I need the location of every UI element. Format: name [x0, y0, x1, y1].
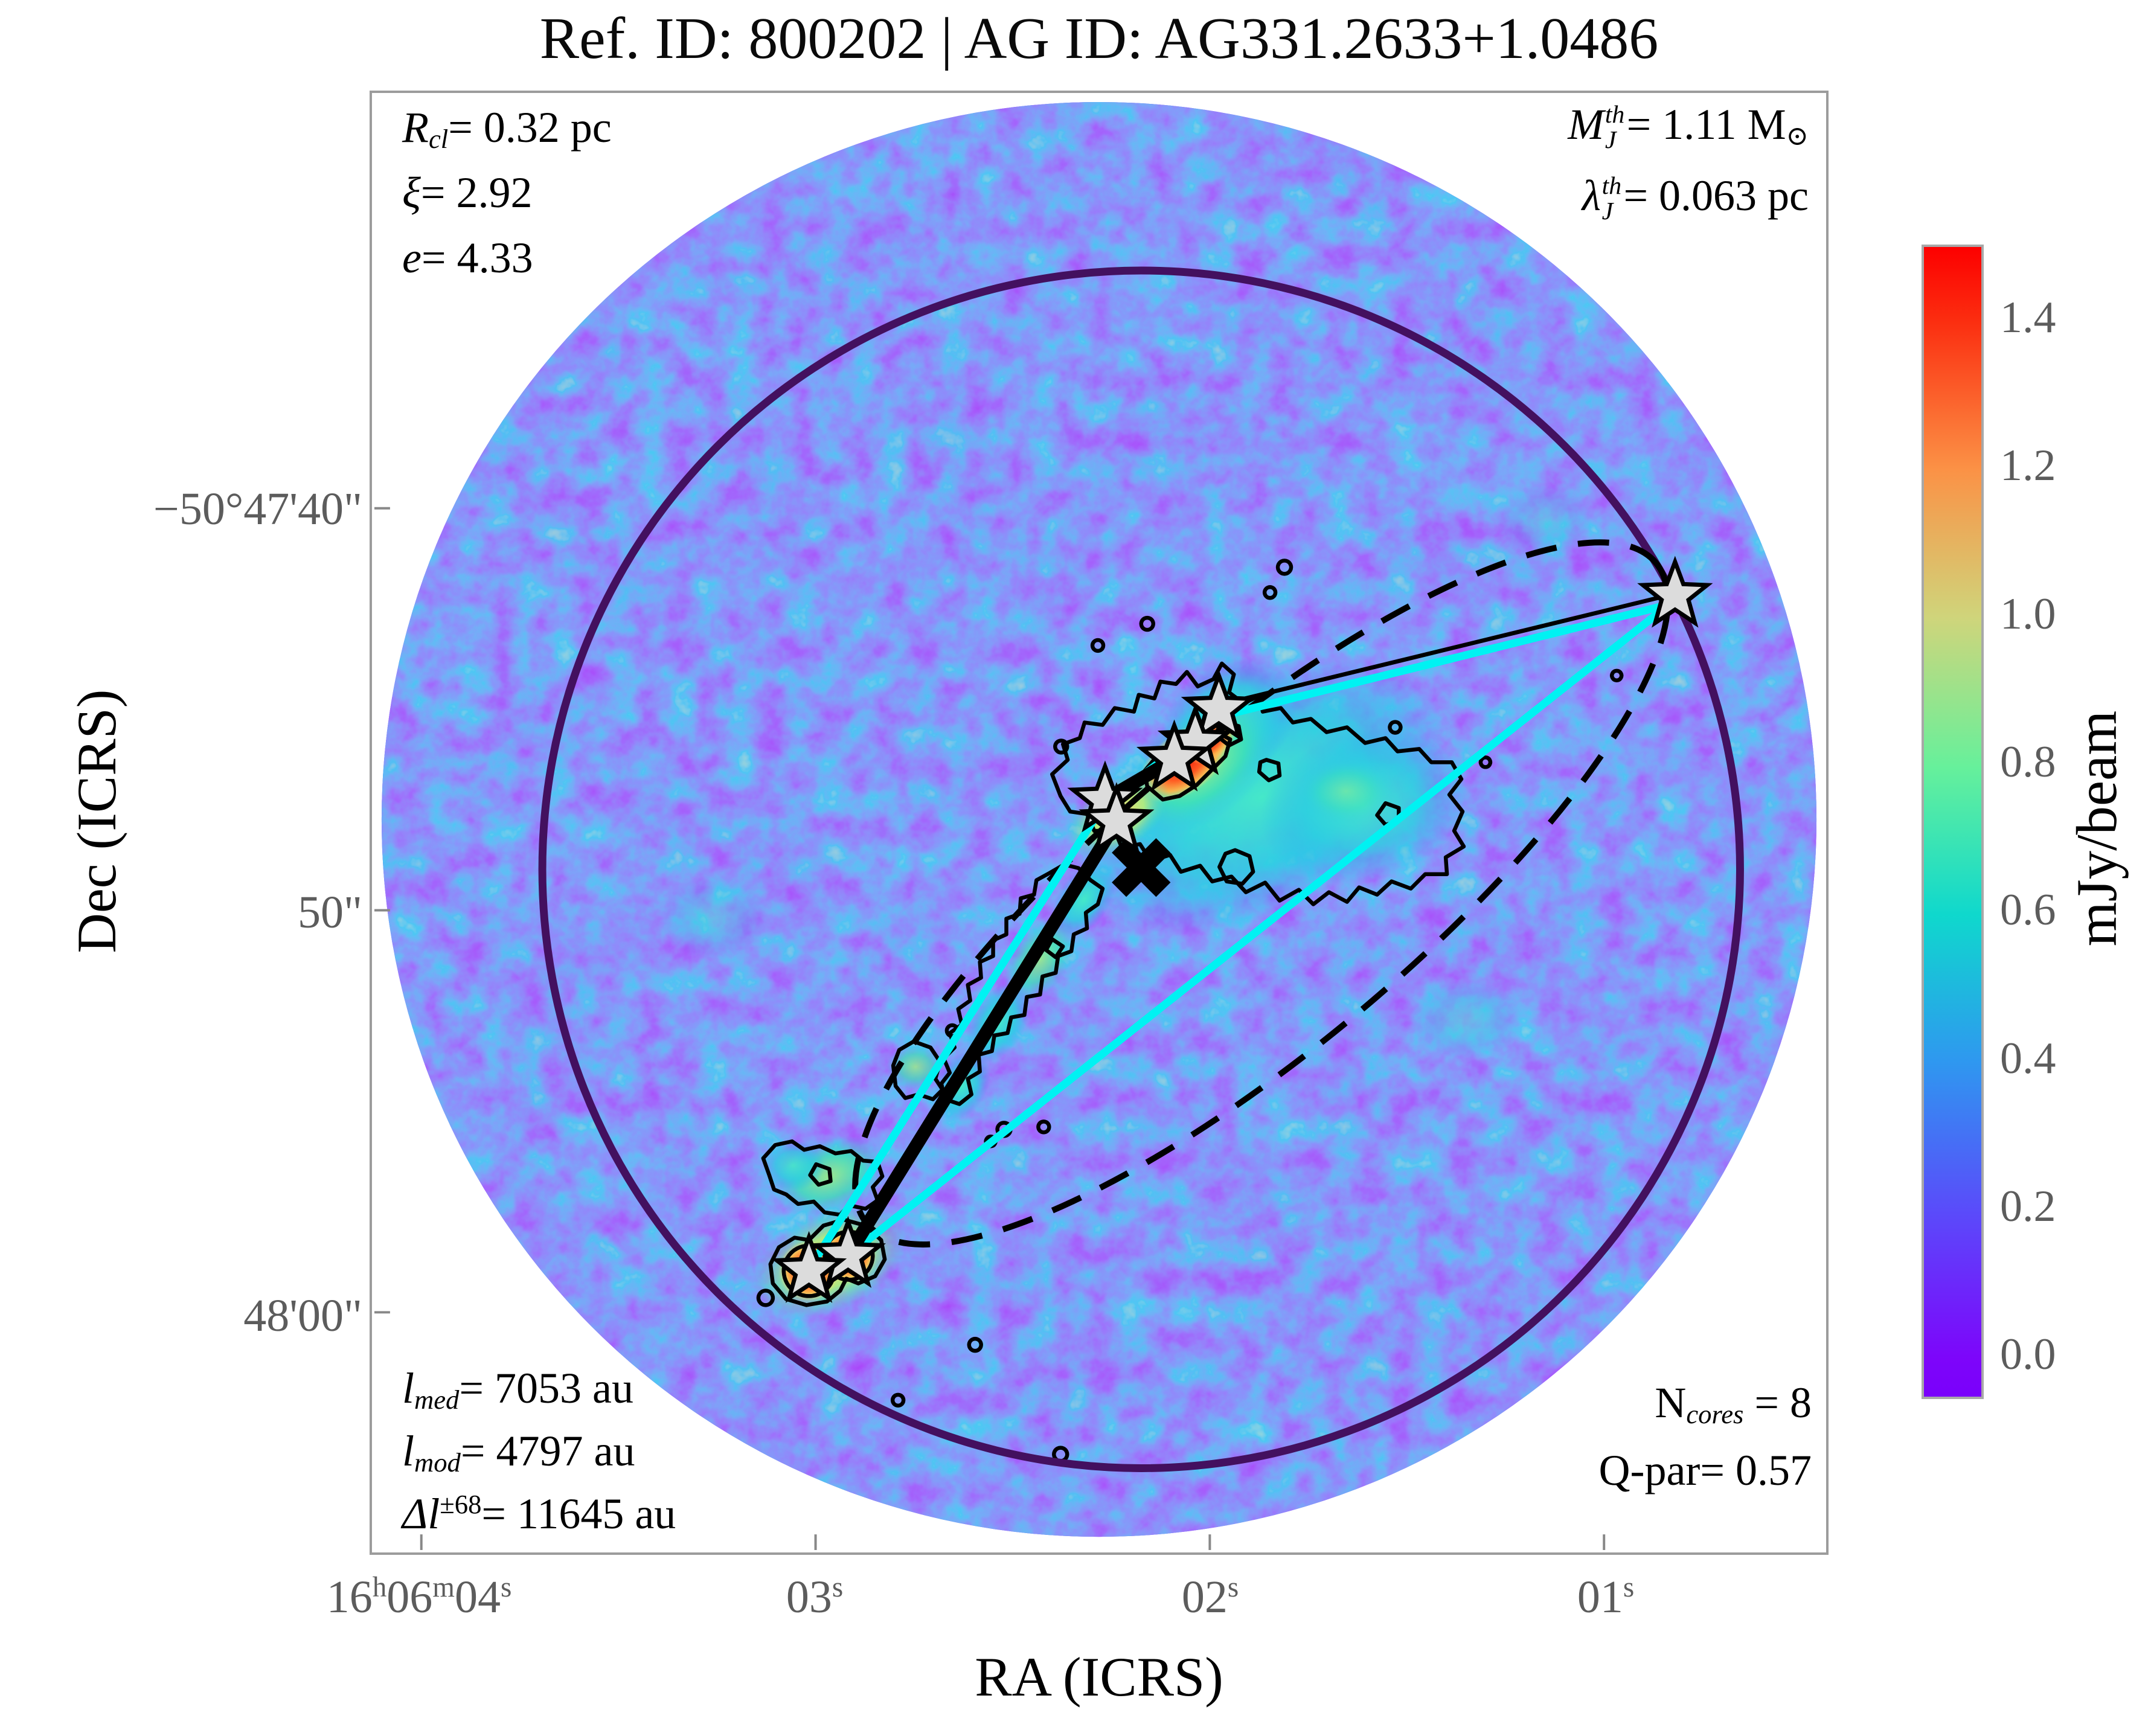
x-tick-01s: 01s [1577, 1572, 1635, 1622]
colorbar-tick-0.0: 0.0 [2000, 1330, 2056, 1380]
colorbar-label: mJy/beam [2065, 710, 2129, 947]
clump-center-cross [1112, 838, 1171, 897]
annotation-bottom-left: lmed= 7053 au lmod= 4797 au Δl±68= 11645… [402, 1363, 676, 1554]
x-tick-03s: 03s [786, 1572, 844, 1622]
page-title: Ref. ID: 800202 | AG ID: AG331.2633+1.04… [539, 6, 1659, 71]
x-tick-16h06m04s: 16h06m04s [326, 1572, 512, 1622]
annotation-top-left: Rcl= 0.32 pc ξ= 2.92 e= 4.33 [402, 103, 612, 298]
graph-overlay [538, 266, 1744, 1472]
x-axis-label: RA (ICRS) [975, 1646, 1223, 1708]
colorbar-tick-0.8: 0.8 [2000, 737, 2056, 787]
colorbar-tick-0.4: 0.4 [2000, 1033, 2056, 1083]
annotation-bottom-right: Ncores = 8 Q-par= 0.57 [1389, 1378, 1812, 1511]
y-tick-dec-50: 50" [297, 887, 362, 938]
annotation-lmed: lmed= 7053 au [402, 1364, 633, 1415]
colorbar-tick-0.6: 0.6 [2000, 885, 2056, 935]
colorbar-tick-1.0: 1.0 [2000, 589, 2056, 639]
y-tick-dec-47-40: −50°47'40" [153, 484, 362, 534]
colorbar[interactable] [1922, 245, 1984, 1399]
annotation-rcl: Rcl= 0.32 pc [402, 103, 612, 154]
colorbar-tick-1.2: 1.2 [2000, 441, 2056, 491]
annotation-xi: ξ= 2.92 [402, 168, 533, 217]
annotation-dl68: Δl±68= 11645 au [402, 1489, 676, 1538]
annotation-e: e= 4.33 [402, 234, 533, 282]
annotation-qpar: Q-par= 0.57 [1598, 1446, 1812, 1494]
sky-map-plot[interactable] [370, 91, 1829, 1555]
axis-tick-marks [374, 507, 1606, 1551]
annotation-lmod: lmod= 4797 au [402, 1427, 635, 1478]
annotation-jeans-length: λ th J = 0.063 pc [1582, 171, 1809, 225]
annotation-ncores: Ncores = 8 [1655, 1379, 1812, 1429]
map-canvas [374, 101, 1817, 1551]
y-tick-dec-48-00: 48'00" [243, 1290, 362, 1341]
colorbar-tick-1.4: 1.4 [2000, 293, 2056, 342]
x-tick-02s: 02s [1181, 1572, 1239, 1622]
y-axis-label: Dec (ICRS) [66, 689, 127, 953]
colorbar-tick-0.2: 0.2 [2000, 1181, 2056, 1231]
